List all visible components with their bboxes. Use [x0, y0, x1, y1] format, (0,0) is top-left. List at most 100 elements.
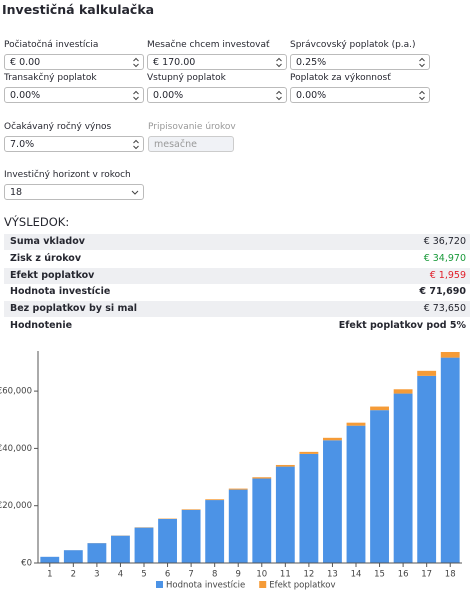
- bar: [252, 478, 272, 563]
- x-tick-label: 14: [351, 570, 362, 580]
- result-row: Efekt poplatkov € 1,959: [4, 267, 470, 284]
- bar: [63, 550, 83, 563]
- bar: [346, 425, 366, 563]
- field-label: Poplatok za výkonnosť: [290, 73, 391, 83]
- y-tick-label: €20,000: [0, 501, 32, 511]
- result-row: Suma vkladov € 36,720: [4, 234, 470, 250]
- x-tick-label: 1: [47, 570, 52, 580]
- result-value: € 71,690: [419, 286, 466, 298]
- spinner[interactable]: [418, 57, 426, 68]
- x-tick-label: 5: [141, 570, 146, 580]
- result-value: € 73,650: [423, 303, 466, 315]
- input-value: € 170.00: [153, 57, 196, 68]
- y-tick-label: €40,000: [0, 444, 32, 454]
- input-value: € 0.00: [10, 57, 41, 68]
- bar: [323, 440, 342, 563]
- bar: [417, 375, 437, 563]
- field-label: Správcovský poplatok (p.a.): [290, 40, 416, 50]
- bar: [275, 464, 295, 467]
- bar: [87, 543, 107, 563]
- bar: [299, 453, 319, 563]
- result-key: Suma vkladov: [10, 236, 85, 247]
- result-value: € 34,970: [423, 252, 466, 264]
- x-tick-label: 9: [236, 570, 241, 580]
- x-tick-label: 10: [256, 570, 267, 580]
- number-input[interactable]: € 170.00: [147, 54, 287, 70]
- legend-swatch: [156, 581, 163, 588]
- bar: [40, 556, 60, 563]
- bar: [134, 527, 154, 563]
- select-value: 18: [10, 187, 23, 198]
- x-tick-label: 4: [118, 570, 123, 580]
- chevron: [131, 190, 139, 195]
- input-value: 0.00%: [10, 90, 41, 101]
- select[interactable]: 18: [4, 184, 144, 200]
- x-tick-label: 7: [188, 570, 193, 580]
- spinner[interactable]: [418, 90, 426, 101]
- x-tick-label: 12: [303, 570, 314, 580]
- field-label: Investičný horizont v rokoch: [4, 170, 131, 180]
- field-label: Počiatočná investícia: [4, 40, 99, 50]
- number-input[interactable]: 0.00%: [147, 87, 287, 103]
- x-tick-label: 13: [327, 570, 338, 580]
- bar: [228, 488, 248, 490]
- bar: [440, 357, 460, 563]
- result-value: Efekt poplatkov pod 5%: [338, 320, 466, 331]
- result-key: Hodnotenie: [10, 320, 73, 331]
- number-input[interactable]: 0.00%: [4, 87, 144, 103]
- input-value: 0.25%: [296, 57, 327, 68]
- legend-swatch: [259, 581, 267, 588]
- disabled-input: mesačne: [148, 136, 234, 152]
- bar: [440, 352, 460, 358]
- field-label: Mesačne chcem investovať: [147, 40, 270, 50]
- result-key: Efekt poplatkov: [10, 269, 95, 281]
- title: Investičná kalkulačka: [2, 2, 155, 17]
- spinner[interactable]: [275, 90, 283, 101]
- number-input[interactable]: € 0.00: [4, 54, 144, 70]
- bar: [252, 477, 272, 479]
- result-value: € 36,720: [423, 236, 466, 247]
- field-label: Pripisovanie úrokov: [148, 122, 236, 132]
- y-tick-label: €0: [21, 559, 32, 569]
- field-label: Transakčný poplatok: [4, 73, 97, 83]
- x-tick-label: 3: [94, 570, 99, 580]
- bar: [181, 509, 201, 510]
- spinner[interactable]: [132, 57, 140, 68]
- x-tick-label: 6: [165, 570, 170, 580]
- x-tick-label: 17: [421, 570, 432, 580]
- spinner[interactable]: [132, 90, 140, 101]
- bar: [346, 422, 366, 426]
- bar: [417, 370, 437, 376]
- result-key: Zisk z úrokov: [10, 252, 82, 264]
- bar: [275, 466, 295, 563]
- number-input[interactable]: 0.00%: [290, 87, 430, 103]
- result-row: Hodnotenie Efekt poplatkov pod 5%: [4, 318, 470, 334]
- bar: [205, 500, 225, 563]
- result-key: Bez poplatkov by si mal: [10, 303, 138, 315]
- x-tick-label: 8: [212, 570, 217, 580]
- result-row: Zisk z úrokov € 34,970: [4, 250, 470, 267]
- y-tick-label: €60,000: [0, 387, 32, 397]
- legend-label: Hodnota investície: [166, 581, 245, 591]
- bar: [228, 489, 248, 563]
- result-row: Bez poplatkov by si mal € 73,650: [4, 301, 470, 318]
- bar: [111, 535, 130, 563]
- field-label: Očakávaný ročný výnos: [4, 122, 112, 132]
- number-input[interactable]: 7.0%: [4, 136, 144, 152]
- bar: [370, 406, 389, 411]
- x-tick-label: 18: [445, 570, 456, 580]
- input-value: 0.00%: [153, 90, 184, 101]
- spinner[interactable]: [275, 57, 283, 68]
- result-row: Hodnota investície € 71,690: [4, 284, 470, 301]
- result-value: € 1,959: [429, 269, 466, 281]
- result-key: Hodnota investície: [10, 286, 111, 298]
- bar: [158, 518, 177, 563]
- bar: [393, 389, 413, 394]
- spinner[interactable]: [132, 139, 140, 150]
- bar: [181, 509, 201, 563]
- input-value: 0.00%: [296, 90, 327, 101]
- results-title: VÝSLEDOK:: [4, 215, 70, 229]
- number-input[interactable]: 0.25%: [290, 54, 430, 70]
